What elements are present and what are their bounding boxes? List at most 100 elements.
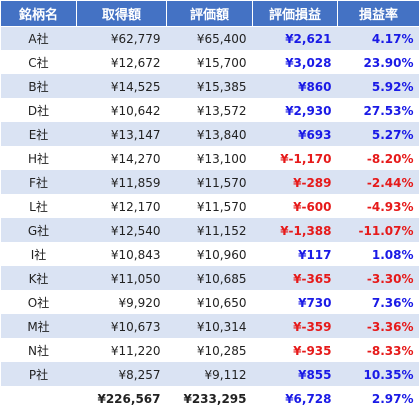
row-cost: ¥62,779: [77, 27, 167, 51]
row-value: ¥65,400: [167, 27, 253, 51]
row-pl: ¥-289: [253, 171, 338, 195]
row-name: A社: [1, 27, 77, 51]
row-rate: 27.53%: [338, 99, 419, 123]
row-pl: ¥-1,170: [253, 147, 338, 171]
row-cost: ¥11,220: [77, 339, 167, 363]
table-row: G社¥12,540¥11,152¥-1,388-11.07%: [1, 219, 419, 243]
row-rate: 5.27%: [338, 123, 419, 147]
row-rate: -8.20%: [338, 147, 419, 171]
row-pl: ¥-1,388: [253, 219, 338, 243]
row-name: C社: [1, 51, 77, 75]
total-cost: ¥226,567: [77, 387, 167, 411]
row-cost: ¥12,540: [77, 219, 167, 243]
row-cost: ¥13,147: [77, 123, 167, 147]
total-value: ¥233,295: [167, 387, 253, 411]
row-pl: ¥855: [253, 363, 338, 387]
row-name: D社: [1, 99, 77, 123]
row-value: ¥9,112: [167, 363, 253, 387]
row-rate: -11.07%: [338, 219, 419, 243]
row-name: H社: [1, 147, 77, 171]
row-cost: ¥14,525: [77, 75, 167, 99]
row-rate: -3.30%: [338, 267, 419, 291]
header-row: 銘柄名 取得額 評価額 評価損益 損益率: [1, 1, 419, 27]
table-row: H社¥14,270¥13,100¥-1,170-8.20%: [1, 147, 419, 171]
total-label: [1, 387, 77, 411]
row-pl: ¥693: [253, 123, 338, 147]
col-header-rate: 損益率: [338, 1, 419, 27]
row-rate: 7.36%: [338, 291, 419, 315]
col-header-cost: 取得額: [77, 1, 167, 27]
row-pl: ¥2,621: [253, 27, 338, 51]
row-pl: ¥2,930: [253, 99, 338, 123]
row-cost: ¥12,170: [77, 195, 167, 219]
row-value: ¥15,700: [167, 51, 253, 75]
row-name: I社: [1, 243, 77, 267]
table-row: N社¥11,220¥10,285¥-935-8.33%: [1, 339, 419, 363]
row-value: ¥11,570: [167, 195, 253, 219]
row-name: N社: [1, 339, 77, 363]
row-rate: 4.17%: [338, 27, 419, 51]
row-value: ¥10,285: [167, 339, 253, 363]
row-rate: -8.33%: [338, 339, 419, 363]
row-rate: -4.93%: [338, 195, 419, 219]
row-cost: ¥14,270: [77, 147, 167, 171]
row-rate: -3.36%: [338, 315, 419, 339]
row-value: ¥11,570: [167, 171, 253, 195]
row-value: ¥13,840: [167, 123, 253, 147]
table-row: F社¥11,859¥11,570¥-289-2.44%: [1, 171, 419, 195]
row-pl: ¥730: [253, 291, 338, 315]
row-value: ¥11,152: [167, 219, 253, 243]
row-cost: ¥11,050: [77, 267, 167, 291]
row-name: M社: [1, 315, 77, 339]
row-pl: ¥860: [253, 75, 338, 99]
row-name: G社: [1, 219, 77, 243]
row-pl: ¥117: [253, 243, 338, 267]
col-header-name: 銘柄名: [1, 1, 77, 27]
total-pl: ¥6,728: [253, 387, 338, 411]
row-name: B社: [1, 75, 77, 99]
row-name: K社: [1, 267, 77, 291]
row-value: ¥10,960: [167, 243, 253, 267]
row-name: O社: [1, 291, 77, 315]
total-rate: 2.97%: [338, 387, 419, 411]
col-header-pl: 評価損益: [253, 1, 338, 27]
table-row: K社¥11,050¥10,685¥-365-3.30%: [1, 267, 419, 291]
row-name: L社: [1, 195, 77, 219]
row-rate: 10.35%: [338, 363, 419, 387]
row-cost: ¥9,920: [77, 291, 167, 315]
row-value: ¥10,685: [167, 267, 253, 291]
table-row: M社¥10,673¥10,314¥-359-3.36%: [1, 315, 419, 339]
row-rate: -2.44%: [338, 171, 419, 195]
row-cost: ¥12,672: [77, 51, 167, 75]
row-value: ¥13,572: [167, 99, 253, 123]
row-rate: 23.90%: [338, 51, 419, 75]
row-cost: ¥10,642: [77, 99, 167, 123]
col-header-value: 評価額: [167, 1, 253, 27]
row-value: ¥15,385: [167, 75, 253, 99]
row-pl: ¥-935: [253, 339, 338, 363]
row-pl: ¥-359: [253, 315, 338, 339]
row-value: ¥10,650: [167, 291, 253, 315]
row-rate: 1.08%: [338, 243, 419, 267]
row-name: F社: [1, 171, 77, 195]
row-cost: ¥8,257: [77, 363, 167, 387]
row-name: P社: [1, 363, 77, 387]
row-rate: 5.92%: [338, 75, 419, 99]
row-value: ¥10,314: [167, 315, 253, 339]
total-row: ¥226,567 ¥233,295 ¥6,728 2.97%: [1, 387, 419, 411]
row-pl: ¥-600: [253, 195, 338, 219]
row-pl: ¥3,028: [253, 51, 338, 75]
row-cost: ¥10,673: [77, 315, 167, 339]
row-value: ¥13,100: [167, 147, 253, 171]
row-name: E社: [1, 123, 77, 147]
table-row: L社¥12,170¥11,570¥-600-4.93%: [1, 195, 419, 219]
